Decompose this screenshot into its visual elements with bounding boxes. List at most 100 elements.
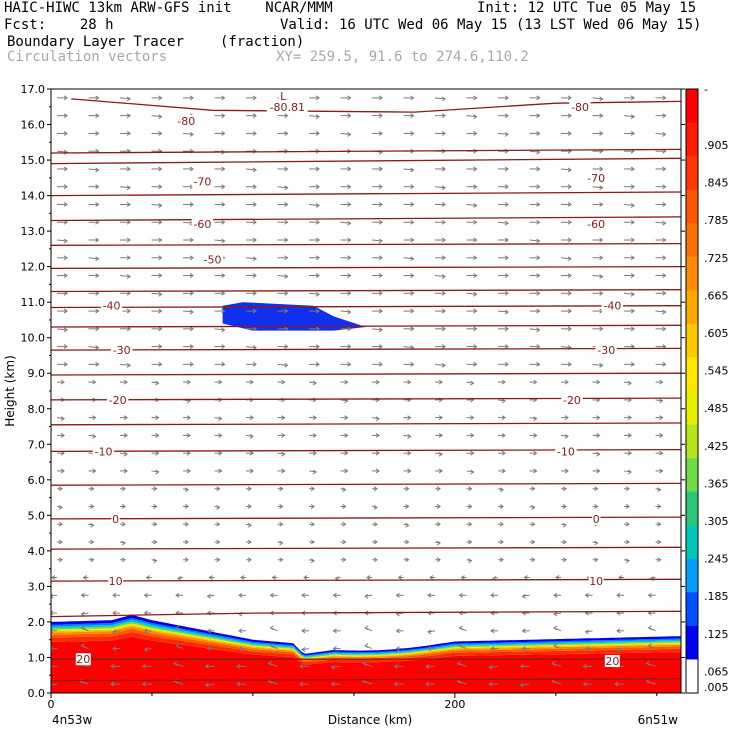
vector-head (473, 326, 478, 332)
vector-head (567, 361, 572, 367)
vector-head (204, 682, 209, 688)
vector-head (364, 625, 369, 631)
vector-head (269, 592, 274, 598)
contour-line (51, 347, 681, 351)
contour-label: -80 (571, 101, 589, 114)
vector-head (504, 326, 509, 332)
vector-head (364, 593, 369, 599)
vector-head (204, 663, 209, 669)
vector-head (315, 130, 320, 136)
vector-head (332, 646, 337, 652)
vector-head (90, 486, 95, 492)
vector-head (470, 450, 475, 456)
vector-head (332, 592, 337, 598)
vector-head (95, 273, 100, 278)
vector-head (536, 184, 541, 190)
vector-head (310, 521, 315, 527)
contour-line (71, 98, 681, 113)
vector-head (252, 326, 257, 332)
contour-label-bg (604, 655, 620, 668)
vector-head (95, 308, 100, 314)
vector-head (662, 309, 667, 315)
init-line: Init: 12 UTC Tue 05 May 15 (477, 0, 697, 16)
vector-shaft (616, 648, 625, 651)
vector-head (153, 504, 158, 509)
vector-shaft (403, 434, 411, 437)
vector-head (126, 166, 131, 172)
vector-head (490, 628, 495, 634)
vector-shaft (51, 683, 58, 686)
vector-head (468, 539, 473, 545)
vector-head (596, 415, 601, 421)
vector-head (567, 167, 572, 173)
vector-head (627, 432, 632, 438)
contour-line (51, 305, 681, 309)
vector-head (473, 184, 478, 190)
vector-head (315, 255, 320, 261)
vector-head (153, 539, 158, 545)
vector-head (281, 379, 286, 385)
fcst-label: Fcst: 28 h (4, 17, 114, 33)
vector-head (63, 327, 68, 333)
vector-head (112, 629, 117, 635)
vector-head (407, 415, 412, 421)
vector-shaft (498, 221, 509, 224)
contour-label: L (280, 90, 287, 103)
vector-head (121, 521, 126, 527)
contour-label: -40 (603, 300, 621, 313)
vector-head (567, 130, 572, 136)
vector-head (284, 344, 289, 350)
vector-shaft (585, 630, 593, 633)
colorbar-swatch (686, 592, 698, 627)
vector-head (51, 610, 54, 616)
y-tick-label: 11.0 (21, 296, 46, 309)
vector-shaft (561, 257, 572, 260)
temperature-contour-layer: -80 -80 -80.81L -70 -70 -60 -60 -50 -40 -40 -30 -30… (51, 90, 681, 682)
vector-shaft (88, 346, 99, 349)
vector-head (332, 628, 337, 634)
y-tick-label: 16.0 (21, 119, 46, 132)
vector-head (504, 273, 509, 278)
vector-head (279, 540, 284, 546)
vector-head (647, 592, 652, 598)
vector-head (238, 592, 243, 598)
vector-head (441, 255, 446, 261)
vector-head (378, 361, 383, 367)
vector-head (410, 256, 415, 262)
vector-head (662, 95, 667, 101)
circulation-vector-layer (51, 95, 667, 688)
vector-shaft (81, 612, 89, 615)
vector-shaft (592, 97, 603, 100)
vector-head (158, 291, 163, 297)
contour-label-bg (595, 344, 618, 357)
vector-shaft (183, 221, 194, 224)
vector-head (659, 415, 664, 421)
vector-head (536, 327, 541, 333)
vector-head (342, 504, 347, 509)
vector-head (60, 468, 65, 474)
vector-shaft (655, 310, 666, 313)
vector-head (405, 504, 410, 509)
vector-head (553, 592, 558, 598)
x-axis: 0 200 (48, 693, 658, 711)
vector-head (441, 202, 446, 207)
vector-head (347, 255, 352, 261)
vector-head (378, 130, 383, 136)
vector-head (189, 95, 194, 101)
vector-head (279, 486, 284, 492)
x-end-label-right: 6n51w (638, 713, 679, 727)
vector-head (429, 575, 434, 580)
contour-label-bg (278, 90, 288, 103)
vector-shaft (120, 97, 131, 100)
colorbar-label: .485 (704, 402, 729, 415)
vector-shaft (403, 168, 414, 171)
contour-label-bg (201, 253, 224, 266)
vector-head (112, 592, 117, 598)
colorbar-label: .125 (704, 628, 729, 641)
vector-head (158, 308, 163, 314)
vector-head (284, 166, 289, 172)
vector-head (158, 114, 163, 120)
vector-head (375, 416, 380, 422)
vector-head (216, 486, 221, 492)
vector-head (175, 625, 180, 631)
